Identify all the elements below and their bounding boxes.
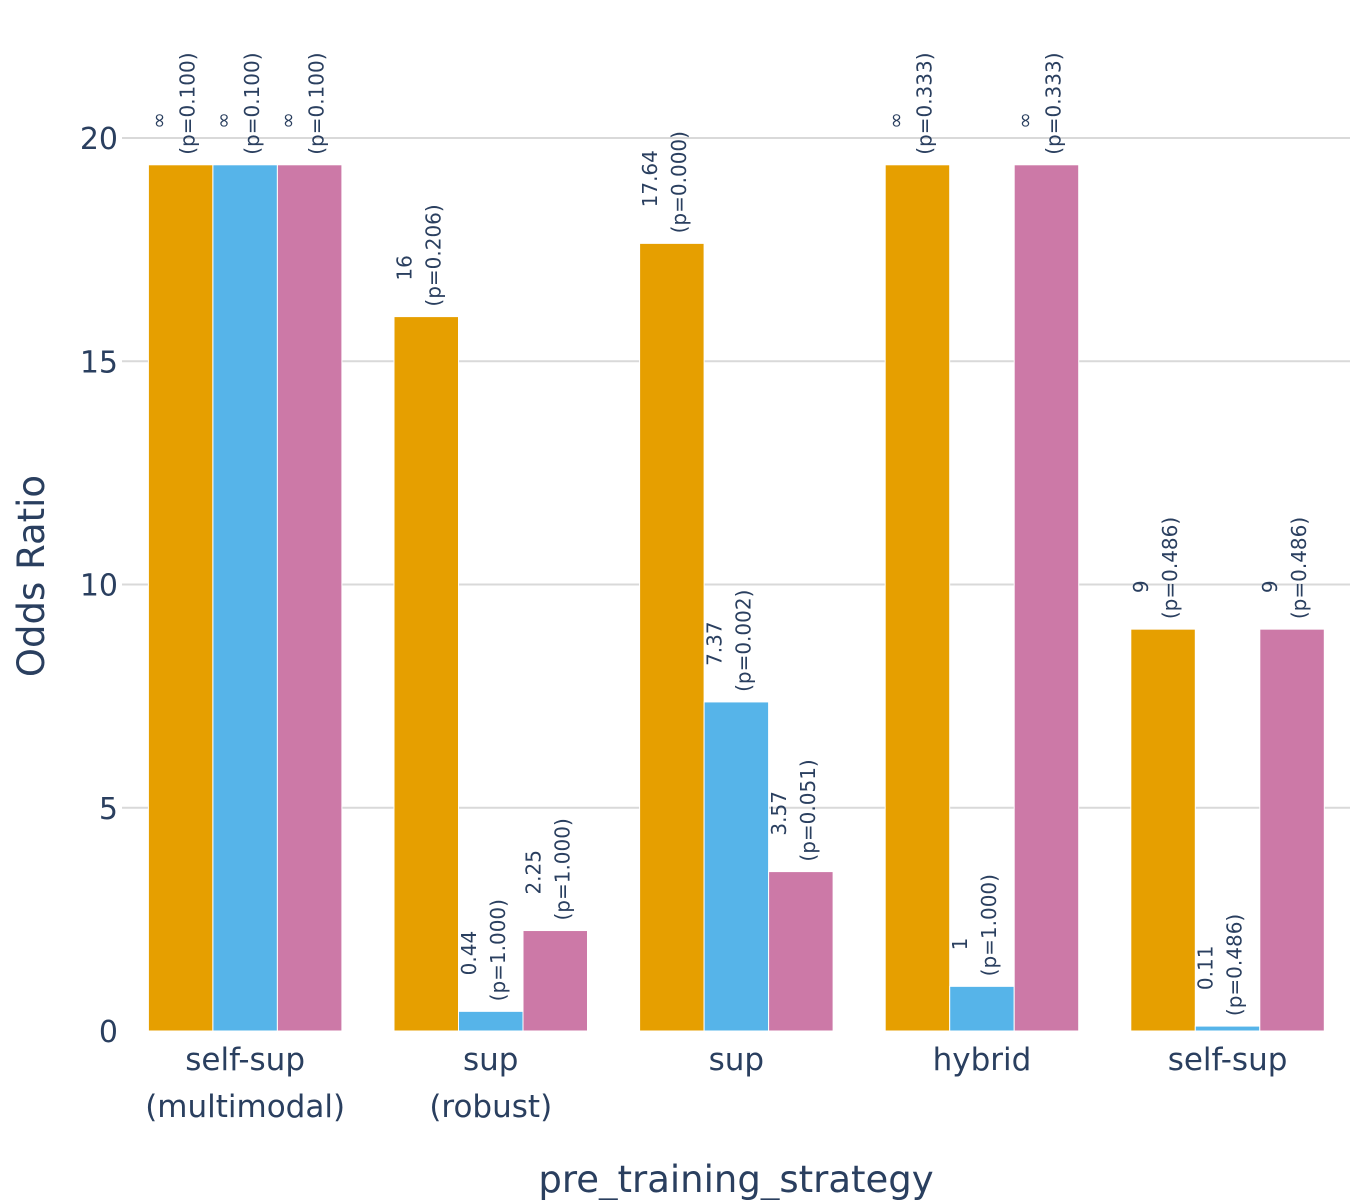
bar — [949, 985, 1015, 1032]
x-tick-label: (robust) — [429, 1089, 552, 1125]
bar-pvalue-text: (p=0.486) — [1287, 517, 1311, 619]
bar-pvalue-text: (p=1.000) — [550, 818, 574, 920]
bar-data-label: 9 (p=0.486) — [1258, 517, 1311, 619]
bar-data-label: ∞ (p=0.333) — [883, 52, 936, 154]
y-tick-label: 5 — [99, 792, 118, 827]
bar — [768, 871, 834, 1032]
y-tick-label: 15 — [80, 345, 118, 380]
bar-value-text: 0.44 — [457, 931, 481, 976]
bar-value-text: ∞ — [1012, 112, 1036, 129]
bar-pvalue-text: (p=0.100) — [305, 52, 329, 154]
bar — [522, 930, 588, 1032]
y-tick-label: 0 — [99, 1015, 118, 1050]
bar-data-label: 7.37 (p=0.002) — [702, 590, 755, 692]
bar-data-label: 9 (p=0.486) — [1129, 517, 1182, 619]
bar-data-label: 0.11 (p=0.486) — [1194, 914, 1247, 1016]
bar-data-label: 1 (p=1.000) — [948, 874, 1001, 976]
bar-value-text: ∞ — [211, 112, 235, 129]
x-tick-label: hybrid — [933, 1042, 1032, 1078]
x-tick-label: self-sup — [185, 1042, 305, 1078]
y-tick-label: 10 — [80, 569, 118, 604]
bar-value-text: 3.57 — [767, 791, 791, 836]
bars — [147, 164, 1325, 1032]
bar-value-text: ∞ — [883, 112, 907, 129]
x-tick-label: sup — [463, 1042, 518, 1078]
y-axis-title: Odds Ratio — [10, 475, 53, 677]
bar-data-label: 2.25 (p=1.000) — [521, 818, 574, 920]
bar-value-text: 16 — [392, 255, 416, 280]
bar-data-label: ∞ (p=0.100) — [147, 52, 200, 154]
bar-value-text: 1 — [948, 938, 972, 951]
bar — [393, 316, 459, 1032]
bar — [1130, 628, 1196, 1032]
bar-data-label: ∞ (p=0.100) — [276, 52, 329, 154]
bar-pvalue-text: (p=0.000) — [667, 131, 691, 233]
bar — [147, 164, 214, 1032]
x-tick-label: (multimodal) — [145, 1089, 345, 1125]
y-tick-label: 20 — [80, 122, 118, 157]
bar-pvalue-text: (p=0.206) — [421, 204, 445, 306]
x-axis-ticks: self-sup (multimodal) sup (robust) sup hybrid… — [145, 1042, 1287, 1125]
x-axis-title: pre_training_strategy — [538, 1158, 933, 1200]
bar — [1013, 164, 1080, 1032]
bar-value-text: 2.25 — [521, 850, 545, 895]
bar-pvalue-text: (p=0.486) — [1158, 517, 1182, 619]
bar-labels: ∞ (p=0.100) ∞ (p=0.100) ∞ (p=0.100) 16 (p=0.206… — [147, 52, 1311, 1016]
bar-data-label: 3.57 (p=0.051) — [767, 759, 820, 861]
bar-pvalue-text: (p=0.486) — [1223, 914, 1247, 1016]
bar-pvalue-text: (p=1.000) — [486, 899, 510, 1001]
bar — [458, 1010, 524, 1032]
x-tick-label: self-sup — [1168, 1042, 1288, 1078]
bar — [1259, 628, 1325, 1032]
bar — [1194, 1025, 1261, 1032]
bar-pvalue-text: (p=0.333) — [1041, 52, 1065, 154]
bar-pvalue-text: (p=0.100) — [240, 52, 264, 154]
bar-value-text: ∞ — [276, 112, 300, 129]
bar-value-text: 9 — [1258, 580, 1282, 593]
bar — [703, 701, 770, 1032]
y-axis-ticks: 0 5 10 15 20 — [80, 122, 118, 1050]
bar-data-label: ∞ (p=0.100) — [211, 52, 264, 154]
bar-value-text: 0.11 — [1194, 946, 1218, 991]
bar-data-label: 17.64 (p=0.000) — [638, 131, 691, 233]
bar — [276, 164, 343, 1032]
bar-data-label: ∞ (p=0.333) — [1012, 52, 1065, 154]
bar-pvalue-text: (p=0.100) — [176, 52, 200, 154]
bar-value-text: ∞ — [147, 112, 171, 129]
bar-pvalue-text: (p=0.002) — [731, 590, 755, 692]
bar-value-text: 7.37 — [702, 621, 726, 666]
bar-pvalue-text: (p=1.000) — [977, 874, 1001, 976]
bar — [639, 242, 705, 1032]
bar-pvalue-text: (p=0.333) — [912, 52, 936, 154]
bar-value-text: 17.64 — [638, 150, 662, 207]
bar-pvalue-text: (p=0.051) — [796, 759, 820, 861]
bar-data-label: 16 (p=0.206) — [392, 204, 445, 306]
x-tick-label: sup — [709, 1042, 764, 1078]
bar-data-label: 0.44 (p=1.000) — [457, 899, 510, 1001]
bar — [884, 164, 951, 1032]
bar-value-text: 9 — [1129, 580, 1153, 593]
bar — [212, 164, 278, 1032]
